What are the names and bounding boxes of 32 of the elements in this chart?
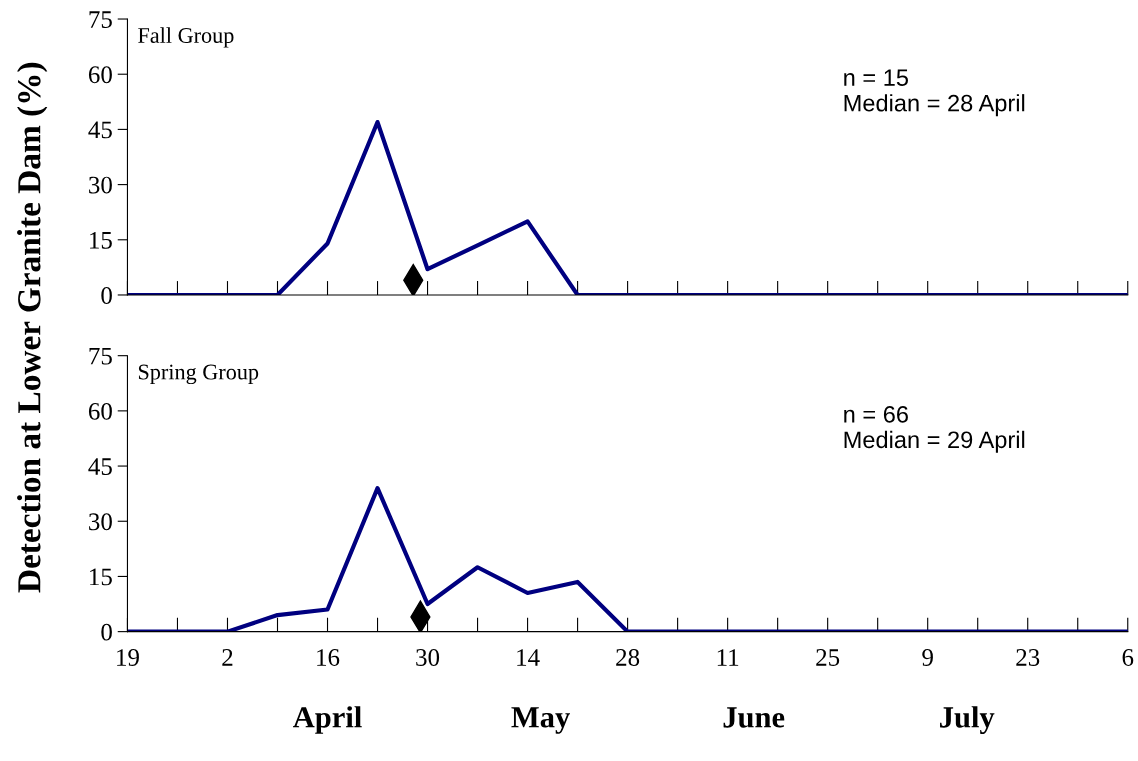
x-tick-label: 9 xyxy=(922,649,933,666)
x-tick-label: 16 xyxy=(317,649,340,666)
x-tick-label: 2 xyxy=(222,649,233,666)
x-tick-label: 19 xyxy=(117,649,139,666)
y-tick-label: 60 xyxy=(88,66,112,84)
y-tick-label: 45 xyxy=(88,458,112,475)
y-tick-label: 30 xyxy=(89,513,112,531)
text: June xyxy=(723,707,785,728)
y-tick-label: 75 xyxy=(89,11,112,28)
y-tick-label: 75 xyxy=(89,347,112,365)
x-tick-label: 6 xyxy=(1122,649,1134,666)
y-tick-label: 0 xyxy=(101,623,112,641)
x-tick-label: 14 xyxy=(517,649,540,666)
y-tick-label: 0 xyxy=(101,287,112,304)
y-axis-title: Detection at Lower Granite Dam (%) xyxy=(17,62,48,593)
y-tick-label: 45 xyxy=(88,121,112,139)
y-tick-label: 30 xyxy=(89,176,112,194)
y-tick-label: 15 xyxy=(90,231,112,249)
annotation: n = 66 Median = 29 April xyxy=(844,405,1025,453)
x-tick-label: 11 xyxy=(717,649,739,666)
text: April xyxy=(293,706,362,734)
text: July xyxy=(940,706,995,734)
x-tick-label: 23 xyxy=(1016,649,1040,666)
x-tick-label: 30 xyxy=(416,649,440,666)
annotation: n = 15 Median = 28 April xyxy=(844,69,1025,117)
y-tick-label: 60 xyxy=(88,402,112,420)
x-tick-label: 25 xyxy=(816,649,840,666)
x-tick-label: 28 xyxy=(616,649,640,666)
text: May xyxy=(511,707,570,734)
annotation: Spring Group xyxy=(138,364,259,385)
y-tick-label: 15 xyxy=(90,568,112,586)
annotation: Fall Group xyxy=(138,27,234,48)
